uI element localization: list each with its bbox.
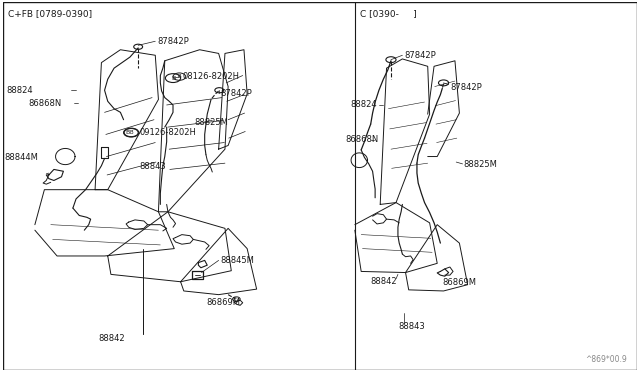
Text: B: B xyxy=(129,130,133,135)
Text: 88824: 88824 xyxy=(6,86,33,95)
Text: 87842P: 87842P xyxy=(157,37,189,46)
Text: 88825M: 88825M xyxy=(195,118,228,127)
Text: 86868N: 86868N xyxy=(346,135,379,144)
Text: 88824: 88824 xyxy=(351,100,377,109)
Text: 09126-8202H: 09126-8202H xyxy=(140,128,196,137)
Text: 86869M: 86869M xyxy=(206,298,240,307)
Text: B: B xyxy=(177,74,181,79)
Text: 87842P: 87842P xyxy=(404,51,436,60)
Text: C+FB [0789-0390]: C+FB [0789-0390] xyxy=(8,10,92,19)
Text: 88844M: 88844M xyxy=(4,153,38,162)
Text: 88825M: 88825M xyxy=(464,160,498,169)
Text: 87842P: 87842P xyxy=(221,89,252,98)
Text: 88843: 88843 xyxy=(398,322,425,331)
Text: 87842P: 87842P xyxy=(450,83,482,92)
Text: 86869M: 86869M xyxy=(442,278,476,287)
Text: 08126-8202H: 08126-8202H xyxy=(182,72,239,81)
Text: 86868N: 86868N xyxy=(29,99,62,108)
Text: 88842: 88842 xyxy=(98,334,125,343)
Text: 88845M: 88845M xyxy=(220,256,254,265)
Text: C [0390-     ]: C [0390- ] xyxy=(360,10,417,19)
Text: ^869*00.9: ^869*00.9 xyxy=(586,355,627,364)
Text: 88843: 88843 xyxy=(140,162,166,171)
Text: B: B xyxy=(125,130,129,135)
Text: B: B xyxy=(171,76,175,81)
Text: 88842: 88842 xyxy=(371,277,397,286)
